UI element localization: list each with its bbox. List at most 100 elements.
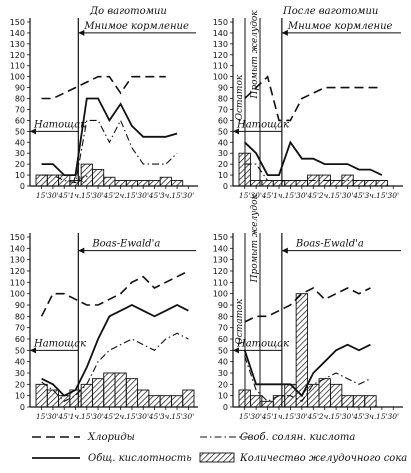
y-tick-label: 0 xyxy=(223,182,228,191)
juice-bar xyxy=(159,395,172,408)
x-tick-label: 30' xyxy=(387,191,399,200)
x-tick-label: 30' xyxy=(342,191,354,200)
y-tick-label: 60 xyxy=(218,116,228,125)
x-tick-label: 30' xyxy=(183,412,195,421)
x-tick-label: 30' xyxy=(47,191,59,200)
juice-bar xyxy=(341,395,354,408)
y-tick-label: 90 xyxy=(218,84,228,93)
x-tick-label: 45' xyxy=(148,412,161,421)
y-tick-label: 0 xyxy=(20,403,25,412)
y-tick-label: 10 xyxy=(15,171,25,180)
y-tick-label: 0 xyxy=(20,182,25,191)
feeding-label: Мнимое кормление xyxy=(83,21,189,32)
x-tick-label: 15' xyxy=(126,191,138,200)
y-tick-label: 130 xyxy=(10,256,25,265)
juice-bar xyxy=(364,395,377,408)
y-tick-label: 30 xyxy=(15,369,25,378)
y-tick-label: 100 xyxy=(213,290,228,299)
series-total-acid xyxy=(244,140,383,176)
juice-bar xyxy=(103,372,116,408)
x-tick-label: 30' xyxy=(92,412,104,421)
legend-swatch xyxy=(199,452,235,463)
y-tick-label: 60 xyxy=(15,335,25,344)
series-chlorides xyxy=(40,270,189,317)
juice-bar xyxy=(114,372,127,408)
y-tick-label: 100 xyxy=(10,290,25,299)
y-tick-label: 90 xyxy=(218,301,228,310)
panel-3: 0 10 20 30 40 50 60 70 80 90 100 110 120 130 140 150 15'… xyxy=(10,233,198,421)
x-tick-label: 15' xyxy=(171,412,183,421)
x-tick-label: 30' xyxy=(387,412,399,421)
x-tick-label: 15' xyxy=(81,412,93,421)
x-tick-label: 30' xyxy=(250,412,262,421)
x-tick-label: 3ч. xyxy=(365,412,377,421)
y-tick-label: 20 xyxy=(15,380,25,389)
legend-item-juice-volume: Количество желудочного сока xyxy=(199,452,407,464)
y-tick-label: 50 xyxy=(218,127,228,136)
x-tick-label: 1ч. xyxy=(70,191,82,200)
juice-bar xyxy=(80,163,93,187)
legend-item-total-acid: Общ. кислотность xyxy=(32,453,192,464)
juice-bar xyxy=(352,180,366,187)
legend-item-free-hcl: Своб. солян. кислота xyxy=(200,432,355,443)
x-tick-label: 30' xyxy=(296,412,308,421)
y-tick-label: 20 xyxy=(218,380,228,389)
x-tick-label: 30' xyxy=(137,412,149,421)
juice-bar xyxy=(261,400,274,408)
x-tick-label: 30' xyxy=(137,191,149,200)
juice-bar xyxy=(307,383,320,408)
panel-title: После ваготомии xyxy=(282,6,378,17)
x-tick-label: 3ч. xyxy=(160,191,172,200)
y-tick-label: 140 xyxy=(213,29,228,38)
x-tick-label: 15' xyxy=(330,191,342,200)
y-tick-label: 80 xyxy=(218,312,228,321)
y-tick-label: 140 xyxy=(10,244,25,253)
rinse-label: Промыт желудок xyxy=(250,193,260,283)
y-tick-label: 150 xyxy=(213,233,228,242)
y-tick-label: 80 xyxy=(15,312,25,321)
arrow-head xyxy=(281,29,288,36)
arrow-head xyxy=(233,347,239,354)
x-tick-label: 30' xyxy=(342,412,354,421)
juice-bar xyxy=(46,389,60,408)
y-tick-label: 110 xyxy=(10,278,25,287)
juice-bar xyxy=(125,378,139,408)
y-tick-label: 90 xyxy=(15,84,25,93)
x-tick-label: 45' xyxy=(57,412,70,421)
juice-bar xyxy=(272,180,286,187)
legend-label: Своб. солян. кислота xyxy=(240,432,355,443)
arrow-head xyxy=(78,29,85,36)
x-tick-label: 1ч. xyxy=(273,191,285,200)
x-tick-label: 1ч. xyxy=(273,412,285,421)
y-tick-label: 70 xyxy=(218,105,228,114)
y-tick-label: 120 xyxy=(10,51,25,60)
panel-title: До ваготомии xyxy=(89,6,167,17)
series-chlorides xyxy=(244,287,371,323)
y-tick-label: 130 xyxy=(10,40,25,49)
juice-bar xyxy=(125,180,139,187)
arrow-head xyxy=(233,128,239,135)
x-tick-label: 15' xyxy=(36,412,48,421)
juice-bar xyxy=(329,383,343,408)
y-tick-label: 30 xyxy=(15,149,25,158)
y-tick-label: 40 xyxy=(15,358,25,367)
juice-bar xyxy=(58,174,71,187)
panel-4: 0 10 20 30 40 50 60 70 80 90 100 110 120 130 140 150 15'… xyxy=(213,193,403,421)
juice-bar xyxy=(318,378,331,408)
juice-bar xyxy=(352,395,366,408)
x-tick-label: 2ч. xyxy=(114,412,127,421)
x-tick-label: 15' xyxy=(330,412,342,421)
legend-label: Количество желудочного сока xyxy=(239,453,407,464)
series-total-acid xyxy=(41,97,178,176)
y-tick-label: 40 xyxy=(15,138,25,147)
meal-label: Boas-Ewald'a xyxy=(91,239,160,250)
series-free-hcl xyxy=(41,332,189,402)
juice-bar xyxy=(238,152,251,187)
y-tick-label: 60 xyxy=(218,335,228,344)
juice-bar xyxy=(375,180,389,187)
y-tick-label: 50 xyxy=(218,346,228,355)
y-tick-label: 90 xyxy=(15,301,25,310)
y-tick-label: 30 xyxy=(218,369,228,378)
meal-label: Boas-Ewald'a xyxy=(295,239,364,250)
